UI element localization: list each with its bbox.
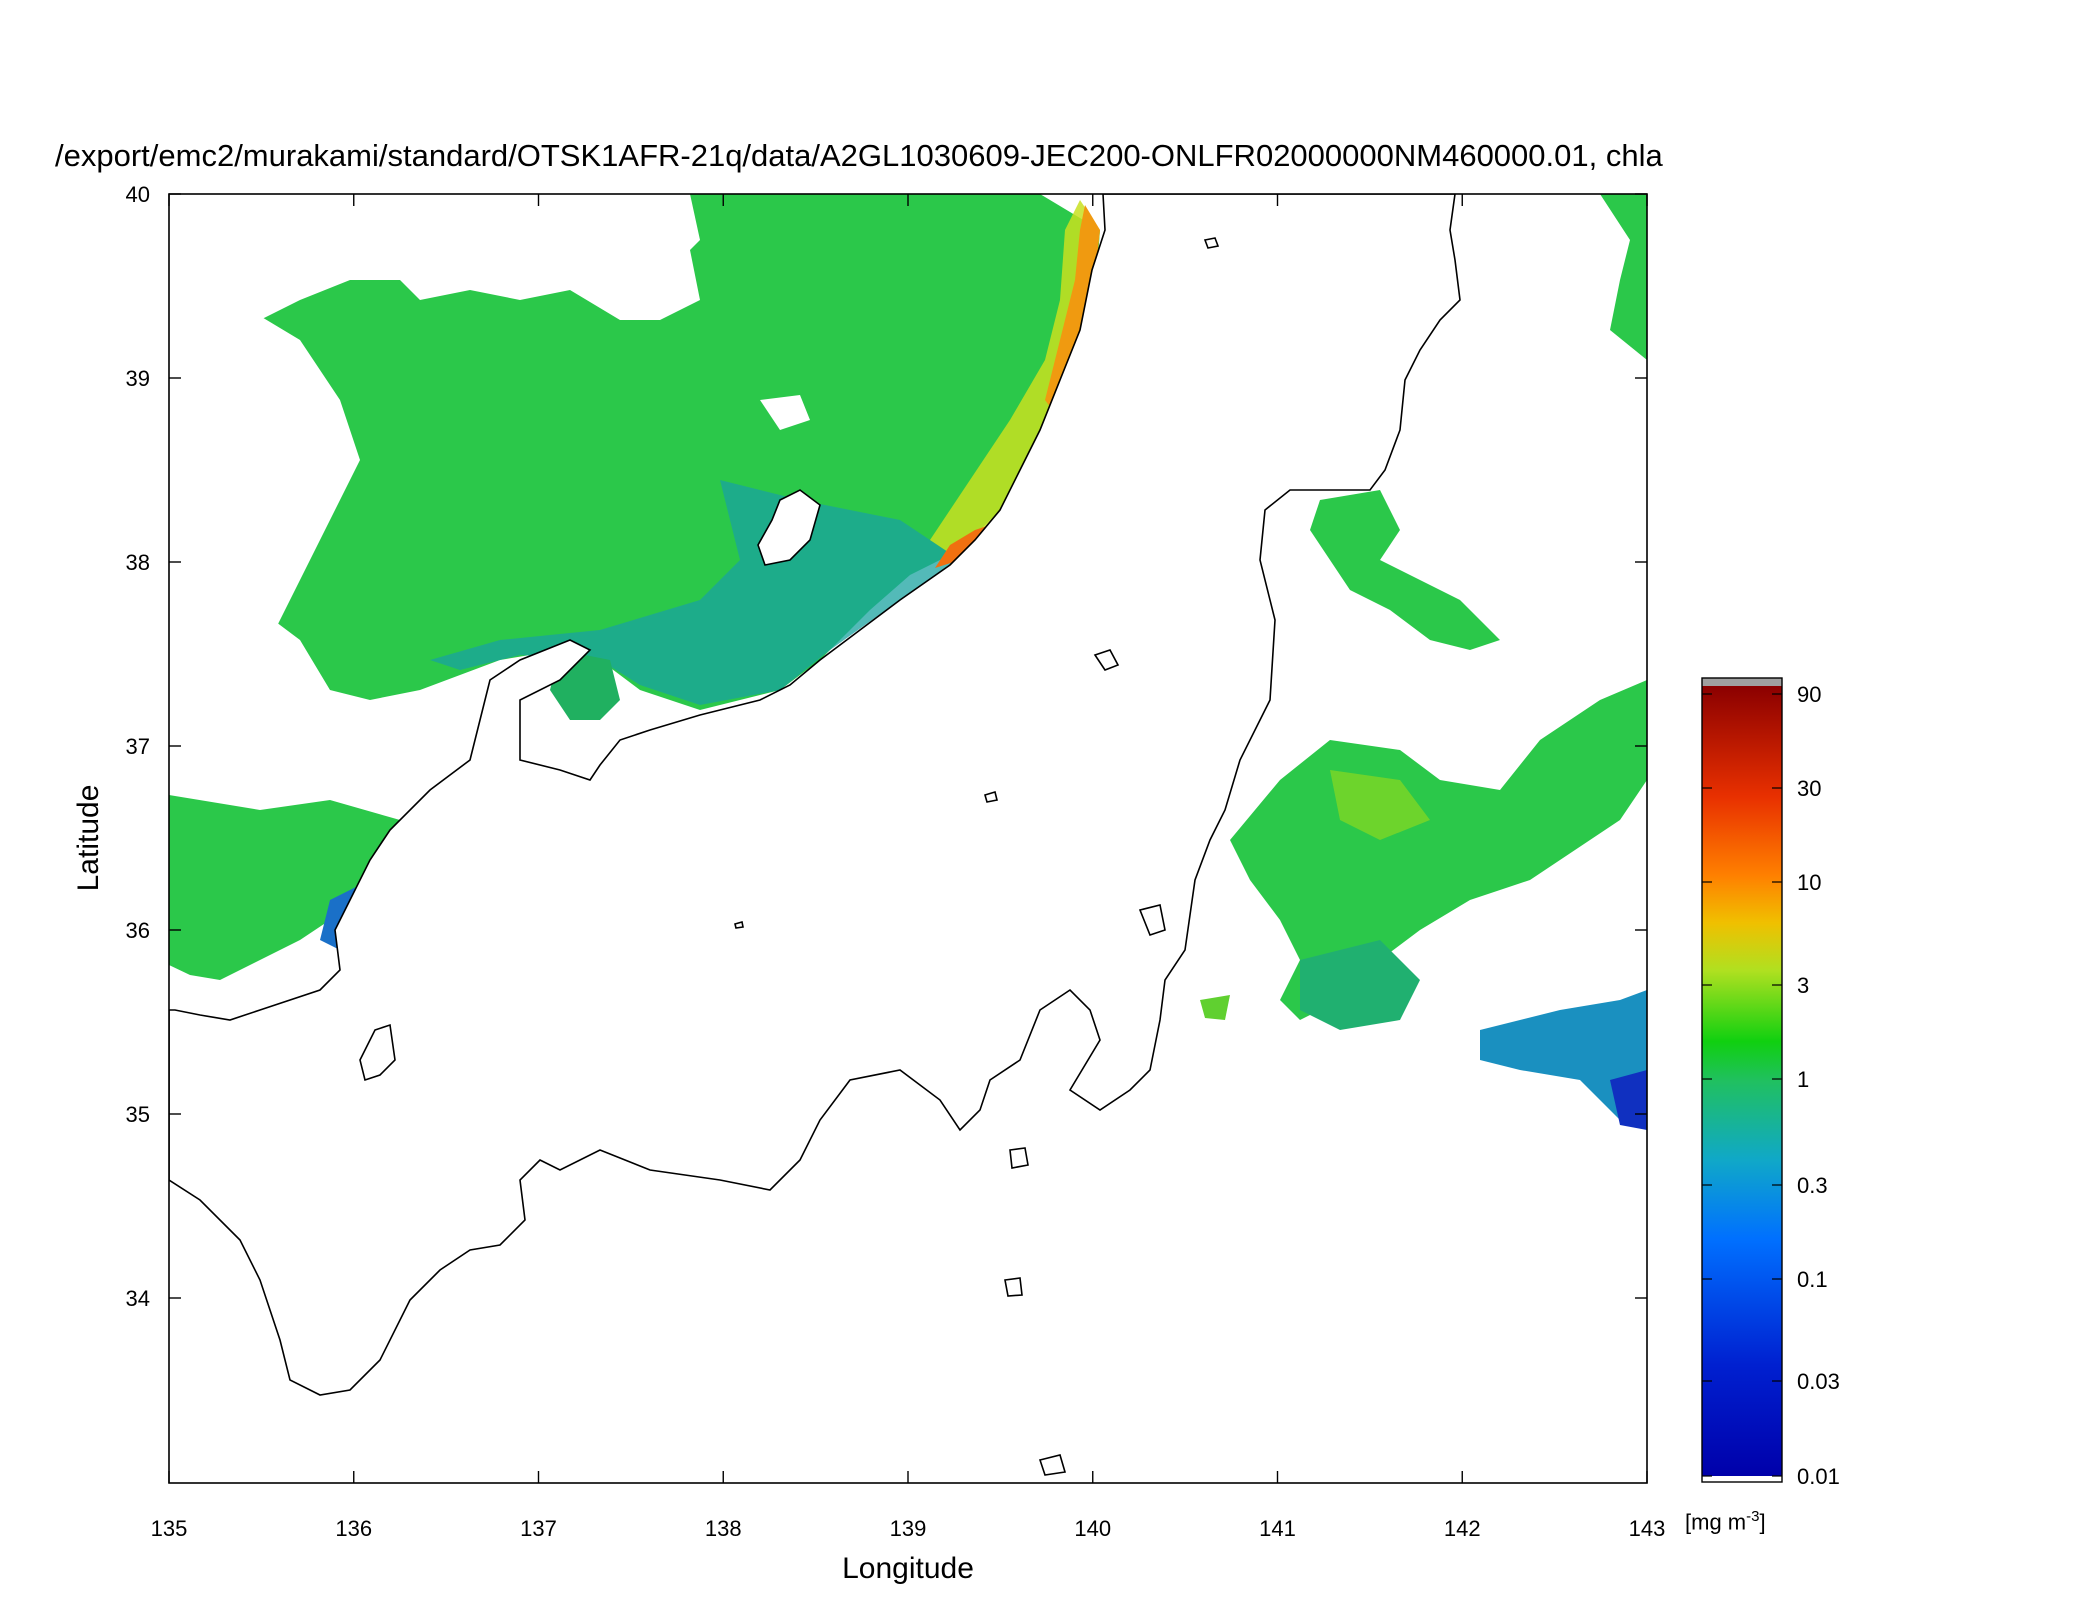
chla-patch-boso <box>1200 995 1230 1020</box>
colorbar: 90 30 10 3 1 0.3 0.1 0.03 0.01 <box>1701 677 1840 1489</box>
colorbar-tick-label: 3 <box>1797 973 1809 998</box>
colorbar-tick-marks <box>1702 693 1782 1477</box>
colorbar-tick-label: 10 <box>1797 870 1821 895</box>
small-isle-1 <box>734 920 744 929</box>
lake-kasumigaura <box>1138 904 1166 936</box>
pacific-chla-patch-east <box>1230 680 1647 1020</box>
colorbar-bottom-cap <box>1702 1476 1782 1482</box>
x-tick-label: 139 <box>890 1516 927 1541</box>
pacific-chla-patch-ne <box>1600 194 1647 360</box>
pacific-chla-patch-north <box>1310 490 1500 650</box>
x-axis-label: Longitude <box>842 1552 974 1585</box>
lake-biwa <box>359 1023 396 1082</box>
y-tick-label: 36 <box>126 918 150 943</box>
colorbar-tick-label: 90 <box>1797 682 1821 707</box>
y-tick-labels: 40 39 38 37 36 35 34 <box>126 182 150 1311</box>
colorbar-unit-exponent: -3 <box>1746 1508 1760 1525</box>
y-tick-label: 34 <box>126 1286 150 1311</box>
x-tick-label: 136 <box>335 1516 372 1541</box>
colorbar-top-cap <box>1702 678 1782 686</box>
colorbar-gradient <box>1702 686 1782 1476</box>
y-tick-label: 35 <box>126 1102 150 1127</box>
hachijo-island <box>1038 1454 1067 1476</box>
colorbar-tick-label: 1 <box>1797 1067 1809 1092</box>
chart-title: /export/emc2/murakami/standard/OTSK1AFR-… <box>55 138 1663 173</box>
colorbar-tick-label: 0.1 <box>1797 1267 1828 1292</box>
awashima <box>1203 237 1220 249</box>
colorbar-tick-label: 0.3 <box>1797 1173 1828 1198</box>
pacific-chla-patch-se <box>1480 990 1647 1130</box>
colorbar-unit-close: ] <box>1759 1509 1766 1535</box>
pacific-chla-patch-south <box>1300 940 1420 1030</box>
x-tick-label: 137 <box>520 1516 557 1541</box>
cloud-gap-west <box>169 300 360 660</box>
coastal-orange-band-south <box>935 525 990 568</box>
plot-frame <box>168 193 1648 1484</box>
colorbar-tick-labels: 90 30 10 3 1 0.3 0.1 0.03 0.01 <box>1797 682 1840 1489</box>
colorbar-unit: [mg m-3] <box>1685 1508 1766 1535</box>
y-tick-label: 40 <box>126 182 150 207</box>
sado-island <box>757 489 821 566</box>
coastal-orange-band <box>1045 205 1100 420</box>
cloud-gap-small <box>760 395 810 430</box>
colorbar-tick-label: 30 <box>1797 776 1821 801</box>
colorbar-unit-base: [mg m <box>1685 1509 1747 1535</box>
x-tick-label: 143 <box>1629 1516 1666 1541</box>
miyake-island <box>1004 1277 1023 1297</box>
oki-isle <box>984 790 998 803</box>
y-tick-label: 38 <box>126 550 150 575</box>
chla-patch-south-west <box>169 795 430 980</box>
x-tick-label: 138 <box>705 1516 742 1541</box>
izu-oshima <box>1009 1147 1029 1169</box>
colorbar-tick-label: 0.03 <box>1797 1369 1840 1394</box>
y-axis-label: Latitude <box>72 785 105 892</box>
honshu-coastline <box>169 194 1461 1396</box>
y-tick-label: 39 <box>126 366 150 391</box>
x-tick-label: 142 <box>1444 1516 1481 1541</box>
x-tick-label: 140 <box>1074 1516 1111 1541</box>
y-tick-label: 37 <box>126 734 150 759</box>
cloud-gap-north <box>550 194 700 270</box>
pacific-chla-patch-lime <box>1330 770 1430 840</box>
tobishima <box>1093 649 1120 671</box>
x-tick-marks <box>168 194 1648 1483</box>
coastlines <box>169 194 1461 1476</box>
colorbar-frame <box>1701 677 1783 1483</box>
y-tick-marks <box>169 193 1647 1299</box>
pacific-chla-patch-deep-blue <box>1610 1070 1647 1130</box>
x-tick-label: 135 <box>151 1516 188 1541</box>
x-tick-labels: 135 136 137 138 139 140 141 142 143 <box>151 1516 1666 1541</box>
x-tick-label: 141 <box>1259 1516 1296 1541</box>
colorbar-tick-label: 0.01 <box>1797 1464 1840 1489</box>
